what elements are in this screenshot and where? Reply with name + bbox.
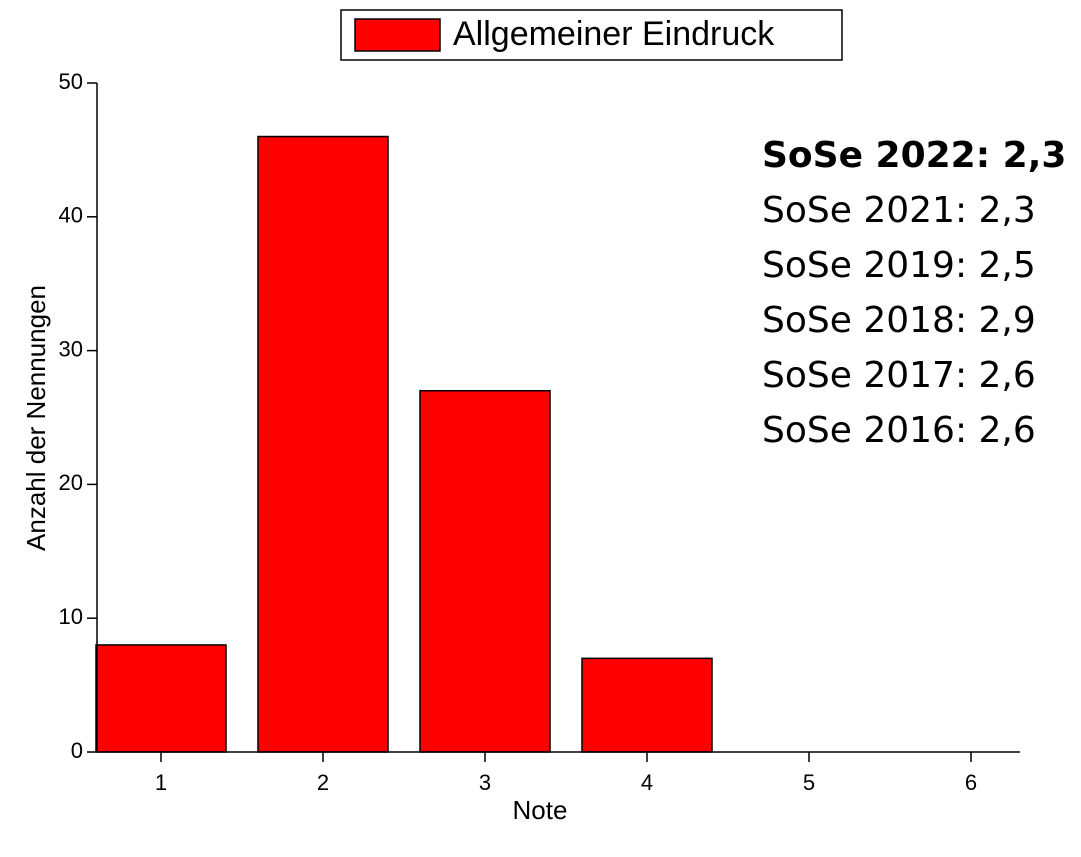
legend-label: Allgemeiner Eindruck (453, 15, 775, 53)
x-tick-label: 2 (317, 770, 329, 795)
annotation: SoSe 2019: 2,5 (762, 245, 1036, 286)
annotation: SoSe 2021: 2,3 (762, 190, 1036, 231)
annotation: SoSe 2018: 2,9 (762, 300, 1036, 341)
annotation: SoSe 2022: 2,3 (762, 135, 1066, 176)
x-axis-label: Note (513, 795, 568, 825)
y-axis-label: Anzahl der Nennungen (21, 285, 51, 551)
x-tick-label: 1 (155, 770, 167, 795)
y-tick-label: 50 (59, 69, 83, 94)
bar (95, 644, 227, 753)
y-tick-label: 20 (59, 470, 83, 495)
x-tick-label: 3 (479, 770, 491, 795)
x-tick-label: 6 (965, 770, 977, 795)
x-tick-label: 5 (803, 770, 815, 795)
bar (581, 657, 713, 753)
y-tick-label: 10 (59, 604, 83, 629)
y-tick-label: 0 (71, 738, 83, 763)
annotation: SoSe 2016: 2,6 (762, 410, 1036, 451)
x-tick-label: 4 (641, 770, 653, 795)
y-tick-label: 40 (59, 203, 83, 228)
bar (419, 389, 551, 753)
annotation: SoSe 2017: 2,6 (762, 355, 1036, 396)
bar (257, 135, 389, 753)
y-tick-label: 30 (59, 336, 83, 361)
legend-swatch (354, 18, 441, 52)
